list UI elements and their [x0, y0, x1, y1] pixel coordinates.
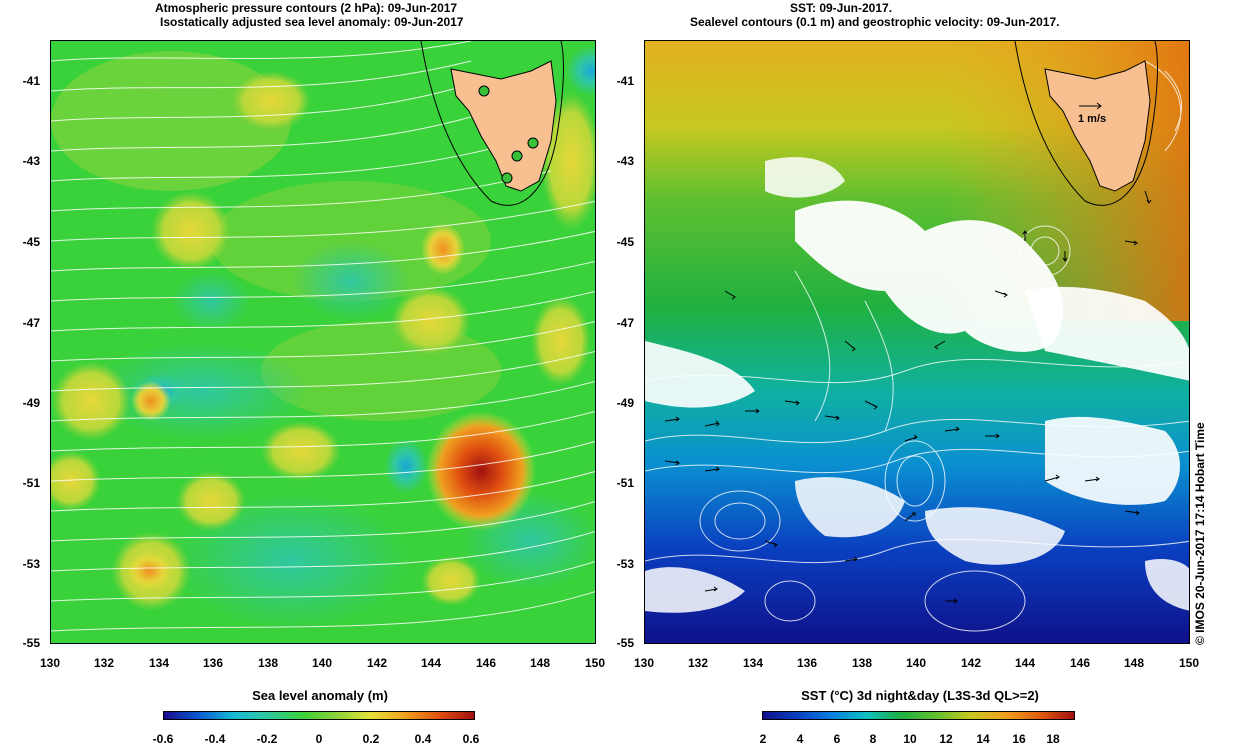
colorbar-tick-label: 2	[759, 732, 767, 746]
colorbar-tick-label: -0.2	[256, 732, 278, 746]
y-tick-label: -55	[616, 636, 634, 650]
x-tick-label: 142	[960, 656, 982, 670]
right-map-panel[interactable]	[644, 40, 1190, 644]
colorbar-tick-label: 0.4	[414, 732, 432, 746]
y-tick-label: -49	[22, 396, 40, 410]
y-tick-label: -51	[22, 476, 40, 490]
y-tick-label: -53	[616, 557, 634, 571]
cloud-mask	[795, 200, 1064, 352]
left-title-line2: Isostatically adjusted sea level anomaly…	[160, 15, 464, 29]
x-tick-label: 138	[851, 656, 873, 670]
colorbar-tick-label: 6	[833, 732, 841, 746]
sea-level-anomaly-map	[51, 41, 595, 643]
site-marker[interactable]	[511, 150, 523, 162]
x-tick-label: 144	[420, 656, 442, 670]
x-tick-label: 140	[905, 656, 927, 670]
y-tick-label: -53	[22, 557, 40, 571]
right-title-line1: SST: 09-Jun-2017.	[790, 1, 893, 15]
x-tick-label: 134	[742, 656, 764, 670]
shelf-contour	[420, 41, 564, 206]
site-marker[interactable]	[501, 172, 513, 184]
x-tick-label: 150	[584, 656, 606, 670]
x-tick-label: 130	[39, 656, 61, 670]
shelf-contour	[1014, 41, 1158, 206]
x-tick-label: 138	[257, 656, 279, 670]
colorbar-tick-label: 8	[869, 732, 877, 746]
sealevel-contours	[645, 60, 1189, 632]
velocity-vectors	[664, 190, 1152, 604]
colorbar-tick-label: -0.6	[152, 732, 174, 746]
colorbar-tick-label: -0.4	[204, 732, 226, 746]
y-tick-label: -43	[616, 154, 634, 168]
left-colorbar-title: Sea level anomaly (m)	[252, 688, 388, 703]
right-title-line2: Sealevel contours (0.1 m) and geostrophi…	[690, 15, 1060, 29]
y-tick-label: -51	[616, 476, 634, 490]
x-tick-label: 144	[1014, 656, 1036, 670]
x-tick-label: 142	[366, 656, 388, 670]
velocity-scale-label: 1 m/s	[1078, 113, 1107, 125]
x-tick-label: 132	[687, 656, 709, 670]
x-tick-label: 150	[1178, 656, 1200, 670]
colorbar-tick-label: 18	[1046, 732, 1060, 746]
pressure-contours	[51, 41, 595, 632]
site-marker[interactable]	[478, 85, 490, 97]
colorbar-tick-label: 0	[315, 732, 323, 746]
x-tick-label: 148	[529, 656, 551, 670]
y-tick-label: -49	[616, 396, 634, 410]
sst-map	[645, 41, 1189, 643]
y-tick-label: -45	[616, 235, 634, 249]
colorbar-tick-label: 12	[939, 732, 953, 746]
site-marker[interactable]	[527, 137, 539, 149]
x-tick-label: 132	[93, 656, 115, 670]
y-tick-label: -41	[616, 74, 634, 88]
colorbar-tick-label: 0.6	[462, 732, 480, 746]
colorbar-tick-label: 0.2	[362, 732, 380, 746]
y-tick-label: -47	[616, 316, 634, 330]
tasmania-land	[1044, 60, 1151, 192]
left-title-line1: Atmospheric pressure contours (2 hPa): 0…	[155, 1, 458, 15]
colorbar-tick-label: 10	[903, 732, 917, 746]
colorbar-tick-label: 14	[976, 732, 990, 746]
y-tick-label: -47	[22, 316, 40, 330]
colorbar-tick-label: 4	[796, 732, 804, 746]
tasmania-land	[450, 60, 557, 192]
x-tick-label: 146	[475, 656, 497, 670]
y-tick-label: -41	[22, 74, 40, 88]
velocity-scale-arrow	[1079, 102, 1102, 110]
sst-colorbar	[762, 711, 1075, 720]
y-tick-label: -43	[22, 154, 40, 168]
right-colorbar-title: SST (°C) 3d night&day (L3S-3d QL>=2)	[801, 688, 1039, 703]
colorbar-tick-label: 16	[1012, 732, 1026, 746]
x-tick-label: 134	[148, 656, 170, 670]
y-tick-label: -45	[22, 235, 40, 249]
x-tick-label: 136	[796, 656, 818, 670]
imos-credit: © IMOS 20-Jun-2017 17:14 Hobart Time	[1193, 422, 1207, 645]
sea-level-colorbar	[163, 711, 475, 720]
x-tick-label: 136	[202, 656, 224, 670]
x-tick-label: 130	[633, 656, 655, 670]
x-tick-label: 140	[311, 656, 333, 670]
y-tick-label: -55	[22, 636, 40, 650]
left-map-panel[interactable]	[50, 40, 596, 644]
x-tick-label: 148	[1123, 656, 1145, 670]
x-tick-label: 146	[1069, 656, 1091, 670]
